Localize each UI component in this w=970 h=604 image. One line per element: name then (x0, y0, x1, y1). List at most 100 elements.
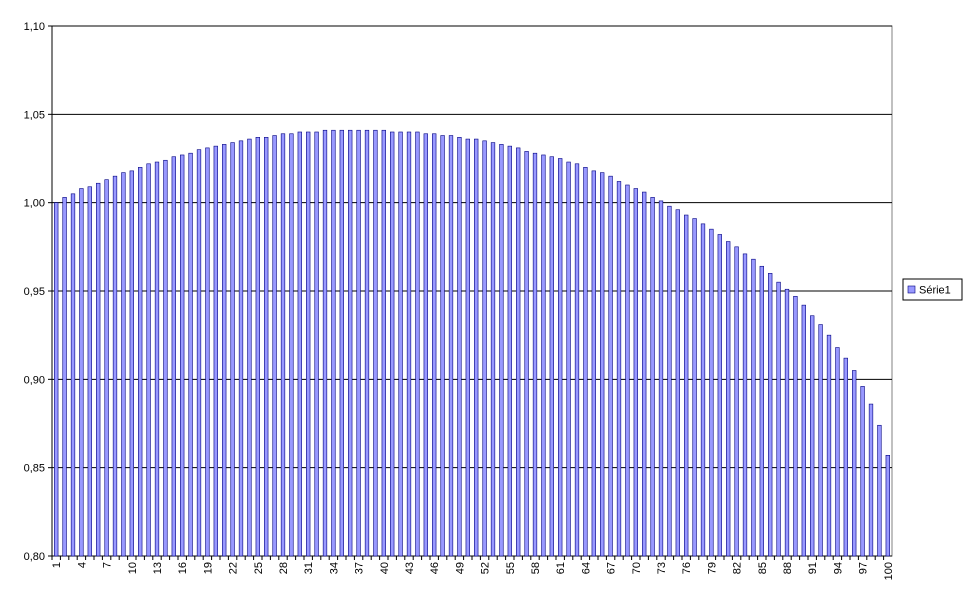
bar (465, 138, 470, 557)
bar (726, 241, 731, 557)
x-tick-label: 73 (656, 562, 668, 574)
bar (70, 193, 76, 557)
bar (667, 205, 672, 557)
y-tick-label: 1,10 (24, 21, 45, 33)
bar (574, 163, 580, 557)
bar (558, 158, 563, 557)
bar (255, 137, 260, 557)
bar (700, 223, 706, 557)
bar (280, 133, 286, 557)
bar (835, 347, 840, 557)
legend-swatch (907, 285, 916, 294)
bar (297, 131, 302, 557)
y-tick-label: 0,95 (24, 286, 45, 298)
bar (339, 129, 344, 557)
bar (264, 137, 269, 557)
x-tick-label: 1 (51, 562, 63, 568)
bar (759, 265, 764, 557)
x-tick-label: 43 (404, 562, 416, 574)
bar (516, 147, 521, 557)
bar (532, 152, 538, 557)
bar (398, 131, 403, 557)
bar (440, 135, 445, 557)
bar (709, 228, 714, 557)
bar (818, 324, 823, 557)
x-tick-label: 16 (177, 562, 189, 574)
x-tick-label: 88 (782, 562, 794, 574)
bar (289, 133, 294, 557)
x-tick-label: 76 (681, 562, 693, 574)
bar (616, 181, 622, 557)
x-tick-label: 52 (480, 562, 492, 574)
y-tick-label: 1,05 (24, 109, 45, 121)
bar (171, 156, 176, 557)
bar (860, 386, 865, 557)
bar (138, 167, 143, 557)
bar (642, 191, 647, 557)
bar (650, 197, 655, 557)
bar (692, 218, 697, 557)
x-tick-label: 4 (76, 562, 88, 568)
bar (810, 315, 815, 557)
bar (373, 129, 378, 557)
bar (196, 149, 202, 557)
bar (457, 137, 462, 557)
x-tick-label: 94 (832, 562, 844, 574)
x-tick-label: 10 (127, 562, 139, 574)
x-tick-label: 91 (807, 562, 819, 574)
bar (742, 253, 748, 557)
bar (79, 188, 84, 557)
y-tick-label: 0,85 (24, 463, 45, 475)
x-tick-label: 82 (732, 562, 744, 574)
bar (356, 129, 361, 557)
x-tick-label: 64 (580, 562, 592, 574)
bar (96, 182, 101, 557)
bar (247, 138, 252, 557)
legend-box (902, 278, 963, 301)
bar (322, 129, 328, 557)
bar (734, 246, 739, 557)
bar (364, 129, 370, 557)
bar (474, 138, 479, 557)
bar (784, 288, 790, 557)
bar (566, 161, 571, 557)
bar (507, 145, 512, 557)
bar (180, 154, 185, 557)
x-tick-label: 67 (606, 562, 618, 574)
bar (121, 172, 126, 557)
bar (205, 147, 210, 557)
bar (482, 140, 487, 557)
bar (54, 202, 59, 557)
bar (843, 357, 848, 557)
bar (129, 170, 134, 557)
x-tick-label: 85 (757, 562, 769, 574)
legend-label: Série1 (919, 285, 951, 297)
x-tick-label: 100 (883, 562, 895, 580)
bar (432, 133, 437, 557)
bar (272, 135, 277, 557)
bar (306, 131, 311, 557)
bar (230, 142, 235, 557)
bar (104, 179, 109, 557)
bar (331, 129, 336, 557)
bar (524, 151, 529, 557)
bar (549, 156, 554, 557)
x-tick-label: 79 (706, 562, 718, 574)
x-tick-label: 46 (429, 562, 441, 574)
bar (826, 334, 832, 557)
bar (591, 170, 596, 557)
bar (793, 295, 798, 557)
bar (188, 152, 193, 557)
x-tick-label: 7 (102, 562, 114, 568)
bar (877, 424, 882, 557)
bar (62, 197, 67, 557)
x-tick-label: 61 (555, 562, 567, 574)
bar (163, 159, 168, 557)
bar (423, 133, 428, 557)
bar (415, 131, 420, 557)
bar (608, 175, 613, 557)
bar (381, 129, 386, 557)
bar (768, 273, 773, 557)
x-tick-label: 19 (202, 562, 214, 574)
